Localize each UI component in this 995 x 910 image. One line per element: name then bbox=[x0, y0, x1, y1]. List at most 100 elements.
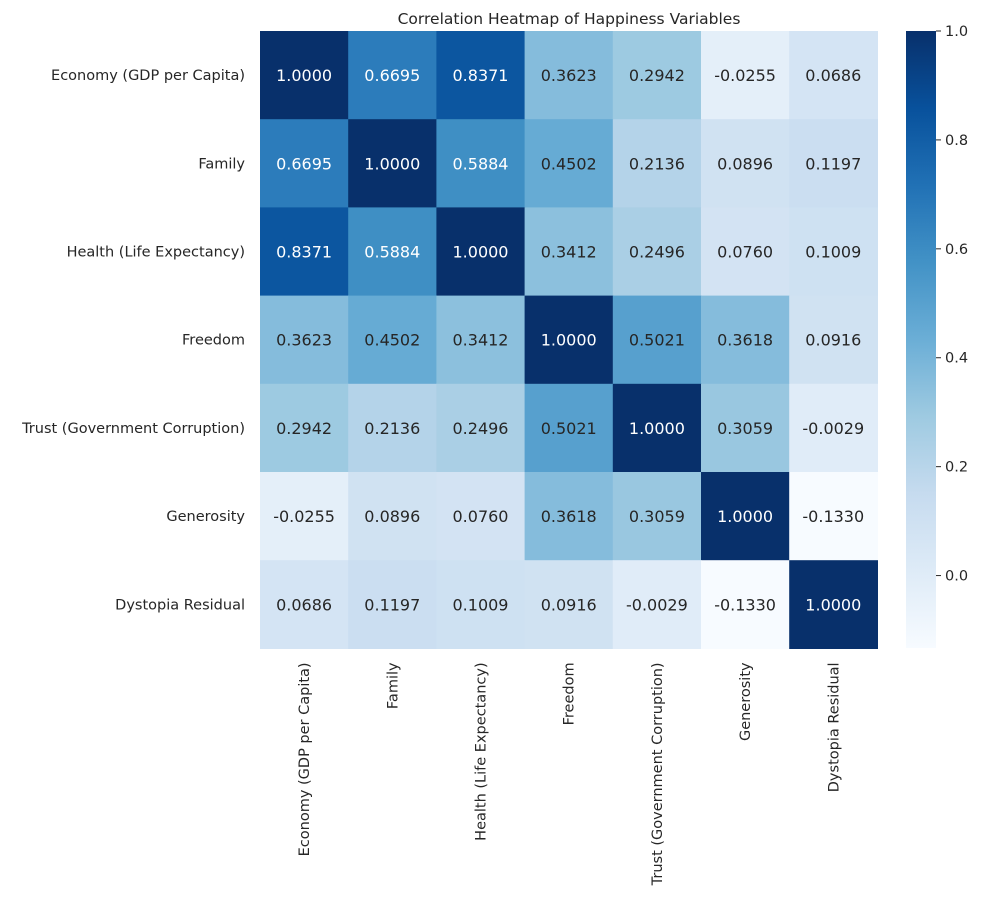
heatmap-cell-label: -0.1330 bbox=[714, 595, 776, 614]
heatmap-cell-label: 0.3618 bbox=[717, 331, 773, 350]
heatmap-cell bbox=[260, 383, 349, 473]
heatmap-cell-label: 0.3623 bbox=[541, 66, 597, 85]
heatmap-cell bbox=[701, 207, 790, 297]
heatmap-cell-label: 0.3412 bbox=[453, 331, 509, 350]
heatmap-cell-label: 0.0916 bbox=[805, 331, 861, 350]
heatmap-cell-label: 0.1197 bbox=[364, 595, 420, 614]
row-tick-label: Dystopia Residual bbox=[115, 597, 245, 613]
heatmap-cell-label: -0.0029 bbox=[626, 595, 688, 614]
heatmap-cell bbox=[348, 472, 437, 561]
heatmap-cell-label: -0.0029 bbox=[802, 419, 864, 438]
heatmap-cell-label: 0.2136 bbox=[629, 154, 685, 173]
heatmap-cell-label: -0.0255 bbox=[714, 66, 776, 85]
heatmap-cell-label: 1.0000 bbox=[276, 66, 332, 85]
heatmap-cell bbox=[612, 383, 702, 473]
column-tick-label: Trust (Government Corruption) bbox=[650, 662, 666, 886]
heatmap-cell bbox=[524, 472, 614, 561]
heatmap-cell bbox=[436, 560, 526, 649]
heatmap-cell bbox=[789, 472, 878, 561]
heatmap-cell bbox=[348, 295, 437, 385]
row-tick-label: Economy (GDP per Capita) bbox=[51, 68, 245, 84]
heatmap-cell bbox=[260, 31, 349, 120]
heatmap-cell bbox=[348, 560, 437, 649]
colorbar-tick-label: 0.2 bbox=[945, 460, 968, 476]
column-tick-label: Economy (GDP per Capita) bbox=[297, 662, 313, 856]
heatmap-cell bbox=[436, 119, 526, 208]
heatmap-cell-label: 1.0000 bbox=[541, 331, 597, 350]
heatmap-cell bbox=[436, 295, 526, 385]
column-tick-label: Dystopia Residual bbox=[826, 662, 842, 792]
heatmap-cell-label: -0.0255 bbox=[273, 507, 335, 526]
heatmap-cell-label: 0.2942 bbox=[276, 419, 332, 438]
heatmap-cell-label: 0.0760 bbox=[717, 243, 773, 262]
heatmap-cell-label: 0.2942 bbox=[629, 66, 685, 85]
column-labels: Economy (GDP per Capita) Family Health (Li… bbox=[297, 662, 842, 886]
heatmap-cell-label: 0.4502 bbox=[364, 331, 420, 350]
row-labels: Economy (GDP per Capita) Family Health (Li… bbox=[21, 68, 245, 613]
heatmap-cell bbox=[436, 472, 526, 561]
heatmap-cell bbox=[524, 295, 614, 385]
heatmap-cell bbox=[612, 207, 702, 297]
heatmap-cell-label: 0.5884 bbox=[453, 154, 509, 173]
heatmap-cell bbox=[701, 472, 790, 561]
heatmap-cell bbox=[436, 383, 526, 473]
column-tick-label: Freedom bbox=[562, 662, 578, 725]
heatmap-cell bbox=[348, 383, 437, 473]
row-tick-label: Health (Life Expectancy) bbox=[67, 245, 245, 261]
heatmap-cell-label: 1.0000 bbox=[364, 154, 420, 173]
heatmap-cell bbox=[612, 295, 702, 385]
heatmap-cell-label: 0.0760 bbox=[453, 507, 509, 526]
heatmap-cell-label: 0.2136 bbox=[364, 419, 420, 438]
heatmap-cell bbox=[260, 119, 349, 208]
heatmap-cell bbox=[789, 31, 878, 120]
heatmap-cell-label: 0.0896 bbox=[364, 507, 420, 526]
heatmap-cell bbox=[701, 295, 790, 385]
column-tick-label: Generosity bbox=[738, 662, 754, 741]
heatmap-cell-label: 0.5021 bbox=[541, 419, 597, 438]
heatmap-cell-label: 1.0000 bbox=[805, 595, 861, 614]
row-tick-label: Freedom bbox=[182, 333, 245, 349]
heatmap-cell-label: -0.1330 bbox=[802, 507, 864, 526]
colorbar-tick-label: 0.8 bbox=[945, 133, 968, 149]
heatmap-cell-label: 0.5021 bbox=[629, 331, 685, 350]
heatmap-cell bbox=[436, 31, 526, 120]
heatmap-cell-label: 1.0000 bbox=[453, 243, 509, 262]
heatmap-cell bbox=[260, 472, 349, 561]
chart-title: Correlation Heatmap of Happiness Variabl… bbox=[398, 10, 741, 28]
colorbar-gradient bbox=[906, 31, 936, 648]
heatmap-cell bbox=[524, 560, 614, 649]
heatmap-cell-label: 0.3059 bbox=[629, 507, 685, 526]
heatmap-cell-label: 1.0000 bbox=[717, 507, 773, 526]
heatmap-cell bbox=[348, 31, 437, 120]
heatmap-cell-label: 0.2496 bbox=[453, 419, 509, 438]
row-tick-label: Trust (Government Corruption) bbox=[21, 421, 245, 437]
heatmap-cell bbox=[524, 31, 614, 120]
colorbar-tick-label: 0.6 bbox=[945, 242, 968, 258]
heatmap-cells bbox=[260, 31, 878, 649]
heatmap-cell-label: 0.6695 bbox=[364, 66, 420, 85]
heatmap-cell bbox=[789, 295, 878, 385]
heatmap-cell bbox=[789, 383, 878, 473]
heatmap-cell-label: 0.0916 bbox=[541, 595, 597, 614]
heatmap-cell bbox=[789, 560, 878, 649]
heatmap-cell-label: 0.4502 bbox=[541, 154, 597, 173]
heatmap-cell bbox=[789, 207, 878, 297]
heatmap-cell-label: 0.2496 bbox=[629, 243, 685, 262]
heatmap-cell-label: 0.6695 bbox=[276, 154, 332, 173]
heatmap-cell bbox=[260, 295, 349, 385]
row-tick-label: Generosity bbox=[166, 509, 245, 525]
heatmap-cell-label: 0.8371 bbox=[453, 66, 509, 85]
heatmap-cell-label: 0.1197 bbox=[805, 154, 861, 173]
heatmap-cell bbox=[348, 119, 437, 208]
heatmap-cell-label: 0.3623 bbox=[276, 331, 332, 350]
heatmap-cell-label: 0.8371 bbox=[276, 243, 332, 262]
heatmap-cell bbox=[260, 207, 349, 297]
row-tick-label: Family bbox=[198, 156, 245, 172]
colorbar-tick-label: 1.0 bbox=[945, 24, 968, 40]
heatmap-cell bbox=[612, 31, 702, 120]
heatmap-cell bbox=[524, 383, 614, 473]
heatmap-cell-label: 0.3059 bbox=[717, 419, 773, 438]
heatmap-cell bbox=[436, 207, 526, 297]
colorbar: 0.0 0.2 0.4 0.6 0.8 1.0 bbox=[906, 24, 968, 648]
